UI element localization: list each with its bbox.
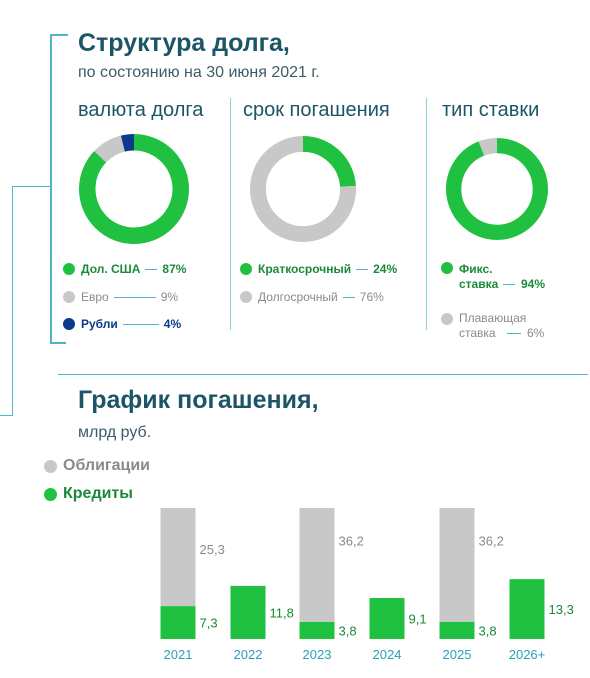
bonds-dot-icon: [44, 459, 57, 473]
usd-dot-icon: [63, 263, 75, 275]
frame-connector-v: [12, 186, 13, 416]
bar-loans-2024: [369, 598, 405, 639]
label-loans-2024: 9,1: [409, 612, 427, 627]
legend-short-term-label: Краткосрочный: [258, 262, 352, 276]
rate-type-donut-slice-0: [446, 138, 548, 240]
label-loans-2021: 7,3: [200, 616, 218, 631]
label-bonds-2021: 25,3: [200, 542, 225, 557]
repayment-title: График погашения,: [78, 386, 319, 414]
frame-connector-bottom: [0, 415, 13, 416]
legend-floating-label-line2: ставка: [459, 326, 496, 340]
legend-fixed-value: 94%: [521, 277, 546, 291]
long-term-dot-icon: [240, 291, 252, 303]
bar-loans-2021: [160, 606, 196, 639]
tick-label-2023: 2023: [303, 647, 332, 662]
legend-rub-value: 4%: [163, 317, 182, 331]
currency-donut-slice-2: [79, 134, 189, 244]
rate-type-donut-slice-1: [446, 138, 548, 240]
label-loans-2025: 3,8: [479, 623, 497, 638]
bar-loans-2023: [299, 621, 335, 639]
maturity-heading: срок погашения: [243, 99, 390, 121]
legend-usd-label: Дол. США: [81, 262, 141, 276]
bar-loans-2025: [439, 621, 475, 639]
legend-rub: Рубли 4%: [63, 317, 181, 331]
floating-dot-icon: [441, 313, 453, 325]
legend-fixed-label-line2: ставка: [459, 277, 499, 291]
legend-short-term-value: 24%: [373, 262, 398, 276]
column-divider-1: [230, 98, 231, 330]
legend-eur: Евро 9%: [63, 290, 178, 304]
bar-loans-2026+: [509, 579, 545, 639]
tick-label-2022: 2022: [234, 647, 263, 662]
frame-left-line: [50, 34, 52, 344]
chart-legend-loans: Кредиты: [44, 485, 133, 503]
legend-short-term: Краткосрочный 24%: [240, 262, 397, 276]
legend-long-term-label: Долгосрочный: [258, 290, 338, 304]
tick-label-2024: 2024: [373, 647, 402, 662]
maturity-donut-slice-1: [250, 136, 356, 242]
repayment-bar-chart: 25,3 7,3 2021 11,8 2022 36,2 3,8 2023 9,1 2024 36,…: [160, 508, 574, 662]
legend-floating-line: [507, 333, 521, 334]
legend-short-term-line: [356, 268, 369, 270]
label-loans-2022: 11,8: [270, 605, 294, 620]
currency-heading: валюта долга: [78, 99, 204, 121]
legend-long-term-line: [342, 296, 355, 298]
column-divider-2: [426, 98, 427, 330]
rub-dot-icon: [63, 318, 75, 330]
section-separator-line: [58, 374, 588, 375]
chart-legend-bonds: Облигации: [44, 457, 150, 475]
bar-loans-2022: [230, 585, 266, 639]
legend-rub-line: [122, 323, 159, 325]
tick-label-2026+: 2026+: [509, 647, 546, 662]
rate-type-heading: тип ставки: [442, 99, 540, 121]
legend-rub-label: Рубли: [81, 317, 118, 331]
chart-legend-bonds-label: Облигации: [63, 457, 150, 474]
legend-fixed-label-line1: Фикс.: [459, 262, 493, 276]
label-loans-2023: 3,8: [339, 623, 357, 638]
legend-floating-value: 6%: [527, 326, 545, 340]
bar-bonds-2025: [439, 508, 475, 622]
label-loans-2026+: 13,3: [549, 602, 574, 617]
frame-bottom-line: [50, 342, 66, 344]
structure-title: Структура долга,: [78, 29, 290, 57]
bar-bonds-2023: [299, 508, 335, 622]
legend-usd-value: 87%: [162, 262, 187, 276]
legend-usd-line: [145, 268, 158, 270]
tick-label-2021: 2021: [164, 647, 193, 662]
maturity-donut: [250, 136, 356, 242]
label-bonds-2023: 36,2: [339, 533, 364, 548]
tick-label-2025: 2025: [443, 647, 472, 662]
legend-usd: Дол. США 87%: [63, 262, 186, 276]
eur-dot-icon: [63, 291, 75, 303]
legend-eur-label: Евро: [81, 290, 109, 304]
legend-eur-line: [113, 296, 156, 298]
short-term-dot-icon: [240, 263, 252, 275]
legend-eur-value: 9%: [160, 290, 179, 304]
rate-type-donut: [446, 138, 548, 240]
repayment-subtitle: млрд руб.: [78, 424, 152, 441]
frame-connector-h: [12, 186, 52, 187]
currency-donut: [79, 134, 189, 244]
legend-long-term: Долгосрочный 76%: [240, 290, 384, 304]
frame-top-line: [50, 34, 68, 36]
legend-fixed-line: [503, 284, 515, 285]
legend-floating-label-line1: Плавающая: [459, 311, 527, 325]
legend-long-term-value: 76%: [359, 290, 384, 304]
loans-dot-icon: [44, 487, 57, 501]
bar-bonds-2021: [160, 508, 196, 607]
fixed-dot-icon: [441, 262, 453, 274]
structure-subtitle: по состоянию на 30 июня 2021 г.: [78, 64, 320, 81]
chart-legend-loans-label: Кредиты: [63, 485, 133, 502]
label-bonds-2025: 36,2: [479, 533, 504, 548]
